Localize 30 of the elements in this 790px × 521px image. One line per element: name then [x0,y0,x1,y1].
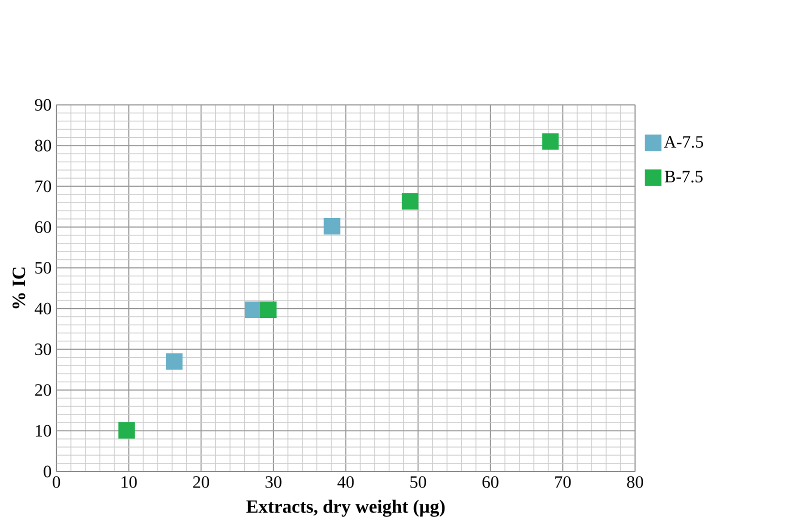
point [324,218,340,234]
point [166,353,183,370]
y-tick-label: 40 [34,302,52,314]
y-tick-label: 90 [34,98,52,111]
point [542,133,559,150]
y-tick-label: 70 [36,180,52,192]
x-tick-label: 70 [555,476,571,488]
point [244,301,262,318]
x-tick-label: 0 [52,476,60,488]
x-tick-label: 50 [410,476,426,488]
y-tick-label: 30 [35,343,52,356]
x-tick-label: 60 [482,476,498,488]
x-tick-label: 40 [337,476,354,488]
legend-label: A-7.5 [664,136,704,148]
y-tick-label: 20 [35,384,52,396]
y-tick-label: 80 [35,140,52,152]
x-tick-label: 20 [193,476,210,488]
x-tick-label: 30 [266,476,282,488]
x-axis-title: Extracts, dry weight (µg) [246,500,445,517]
x-tick-label: 80 [627,476,644,488]
x-tick-label: 10 [122,476,137,488]
y-tick-label: 10 [36,424,52,436]
y-tick-label: 50 [35,262,52,274]
y-axis-title: % IC [12,267,26,308]
legend-label: B-7.5 [664,170,703,182]
y-tick-label: 0 [44,466,52,478]
y-tick-label: 60 [35,221,52,233]
point [118,422,135,439]
point [402,193,418,210]
point [260,301,277,318]
